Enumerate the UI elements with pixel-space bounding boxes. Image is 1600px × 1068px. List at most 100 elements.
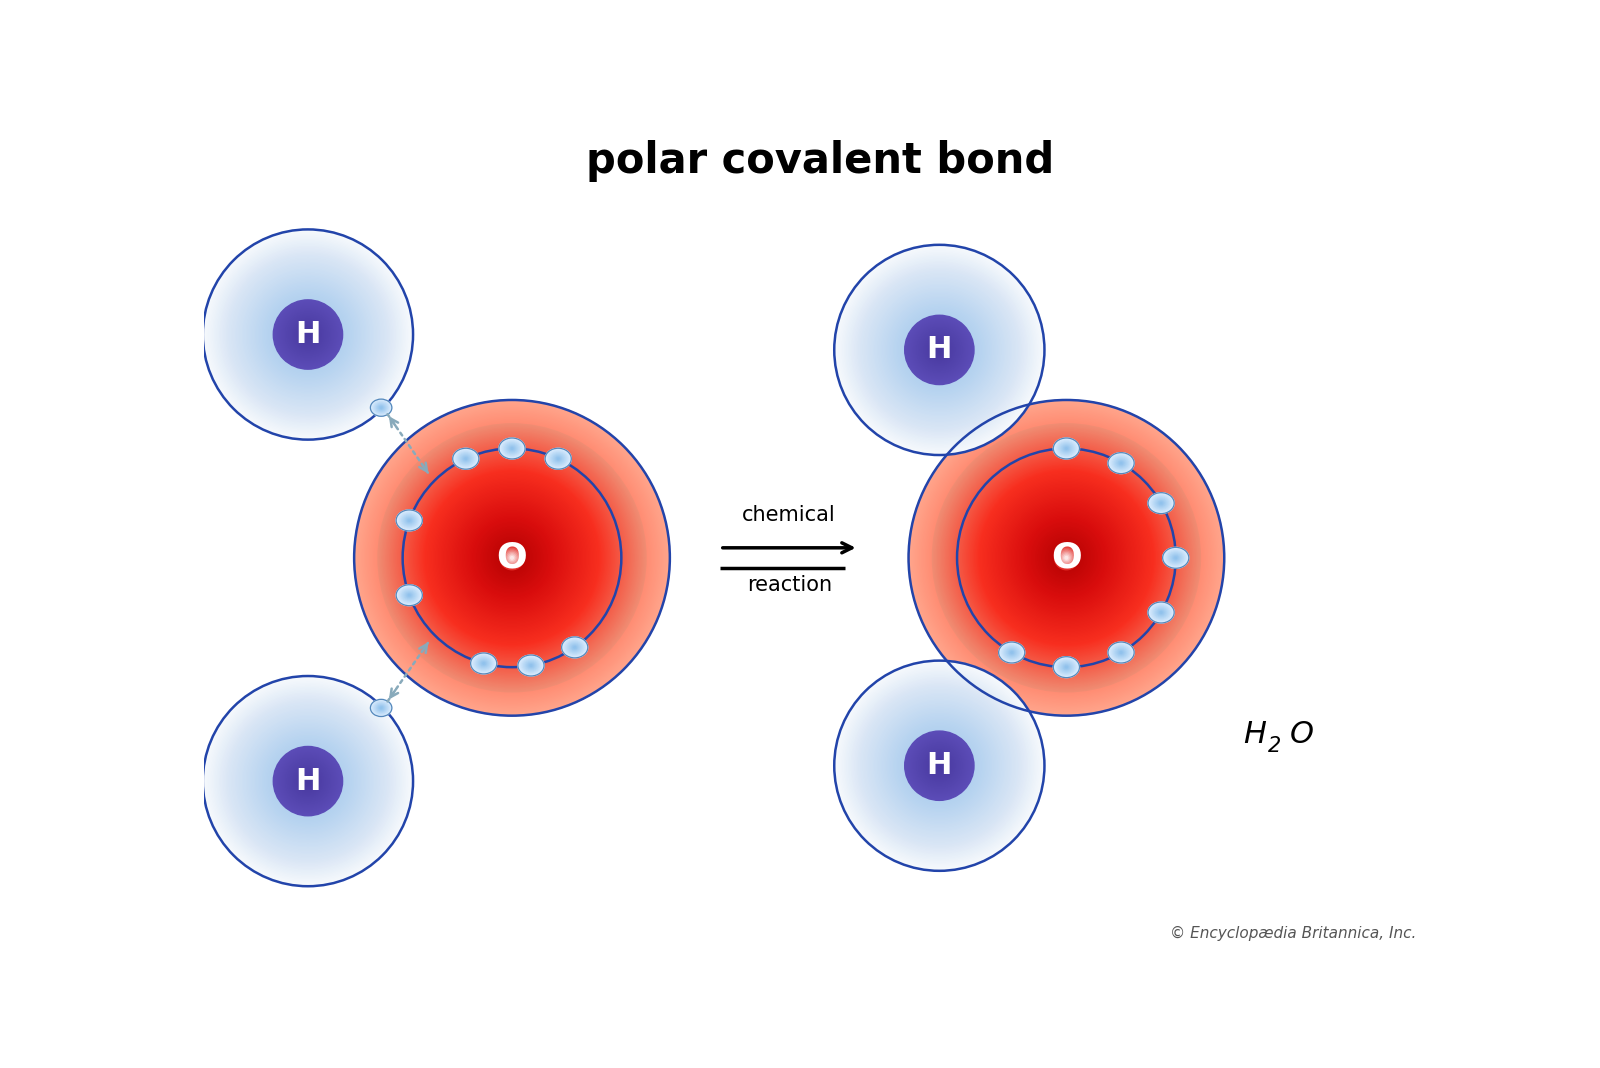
Circle shape bbox=[293, 766, 323, 797]
Ellipse shape bbox=[571, 644, 579, 650]
Ellipse shape bbox=[403, 516, 416, 525]
Circle shape bbox=[934, 426, 1198, 689]
Circle shape bbox=[914, 740, 965, 791]
Circle shape bbox=[298, 324, 318, 345]
Circle shape bbox=[883, 294, 995, 406]
Circle shape bbox=[922, 749, 957, 783]
Circle shape bbox=[851, 678, 1027, 853]
Ellipse shape bbox=[1061, 444, 1072, 453]
Circle shape bbox=[986, 477, 1147, 639]
Text: H: H bbox=[296, 320, 320, 349]
Circle shape bbox=[435, 481, 589, 634]
Circle shape bbox=[264, 290, 352, 378]
Circle shape bbox=[429, 474, 595, 642]
Circle shape bbox=[237, 710, 379, 851]
Circle shape bbox=[221, 693, 395, 869]
Ellipse shape bbox=[1110, 455, 1131, 472]
Circle shape bbox=[1018, 508, 1115, 607]
Circle shape bbox=[891, 718, 987, 814]
Ellipse shape bbox=[376, 404, 386, 411]
Circle shape bbox=[874, 701, 1005, 831]
Circle shape bbox=[290, 316, 326, 354]
Circle shape bbox=[298, 771, 318, 791]
Ellipse shape bbox=[1006, 648, 1018, 657]
Text: O: O bbox=[1051, 540, 1082, 575]
Circle shape bbox=[253, 726, 363, 835]
Circle shape bbox=[917, 327, 962, 373]
Circle shape bbox=[962, 453, 1171, 662]
Circle shape bbox=[454, 500, 570, 616]
Circle shape bbox=[834, 245, 1045, 455]
Circle shape bbox=[282, 308, 334, 361]
Circle shape bbox=[925, 751, 954, 781]
Circle shape bbox=[1062, 554, 1070, 562]
Circle shape bbox=[288, 315, 328, 355]
Circle shape bbox=[888, 299, 990, 400]
Ellipse shape bbox=[554, 455, 562, 462]
Circle shape bbox=[904, 732, 974, 800]
Circle shape bbox=[842, 668, 1038, 864]
Circle shape bbox=[477, 523, 547, 593]
Circle shape bbox=[894, 304, 984, 395]
Circle shape bbox=[904, 732, 974, 800]
Circle shape bbox=[451, 497, 573, 618]
Circle shape bbox=[411, 457, 613, 659]
Circle shape bbox=[834, 661, 1045, 870]
Circle shape bbox=[272, 299, 344, 371]
Ellipse shape bbox=[530, 664, 533, 668]
Ellipse shape bbox=[526, 661, 536, 670]
Ellipse shape bbox=[568, 642, 581, 653]
Circle shape bbox=[355, 402, 669, 714]
Circle shape bbox=[907, 734, 971, 798]
Circle shape bbox=[934, 760, 944, 771]
Circle shape bbox=[915, 742, 963, 789]
Circle shape bbox=[882, 707, 998, 824]
Circle shape bbox=[914, 405, 1219, 710]
Ellipse shape bbox=[370, 399, 392, 417]
Circle shape bbox=[1059, 550, 1074, 566]
Circle shape bbox=[424, 470, 600, 645]
Circle shape bbox=[394, 440, 630, 676]
Circle shape bbox=[384, 430, 640, 686]
Circle shape bbox=[1042, 533, 1091, 583]
Ellipse shape bbox=[518, 656, 542, 675]
Circle shape bbox=[920, 330, 960, 370]
Circle shape bbox=[890, 717, 989, 815]
Circle shape bbox=[462, 508, 562, 607]
Circle shape bbox=[931, 342, 947, 358]
Ellipse shape bbox=[405, 591, 414, 599]
Circle shape bbox=[917, 743, 962, 788]
Circle shape bbox=[1040, 531, 1093, 584]
Circle shape bbox=[933, 343, 946, 357]
Circle shape bbox=[302, 775, 314, 786]
Circle shape bbox=[984, 475, 1149, 640]
Circle shape bbox=[290, 763, 326, 800]
Circle shape bbox=[507, 552, 517, 563]
Ellipse shape bbox=[1152, 496, 1171, 511]
Circle shape bbox=[400, 446, 624, 670]
Circle shape bbox=[506, 551, 518, 565]
Circle shape bbox=[922, 748, 957, 784]
Circle shape bbox=[280, 754, 336, 808]
Circle shape bbox=[221, 694, 395, 867]
Circle shape bbox=[926, 336, 952, 363]
Circle shape bbox=[872, 282, 1008, 418]
Ellipse shape bbox=[557, 457, 560, 460]
Circle shape bbox=[902, 728, 976, 803]
Circle shape bbox=[909, 735, 971, 797]
Circle shape bbox=[901, 727, 978, 804]
Circle shape bbox=[413, 458, 611, 657]
Ellipse shape bbox=[507, 445, 517, 452]
Circle shape bbox=[264, 737, 352, 824]
Circle shape bbox=[912, 739, 966, 792]
Circle shape bbox=[293, 319, 323, 349]
Ellipse shape bbox=[554, 455, 563, 462]
Circle shape bbox=[930, 421, 1203, 694]
Circle shape bbox=[1035, 528, 1098, 588]
Circle shape bbox=[920, 745, 960, 786]
Circle shape bbox=[208, 235, 408, 435]
Circle shape bbox=[838, 664, 1040, 867]
Ellipse shape bbox=[480, 660, 488, 666]
Circle shape bbox=[1051, 541, 1082, 574]
Circle shape bbox=[850, 677, 1029, 854]
